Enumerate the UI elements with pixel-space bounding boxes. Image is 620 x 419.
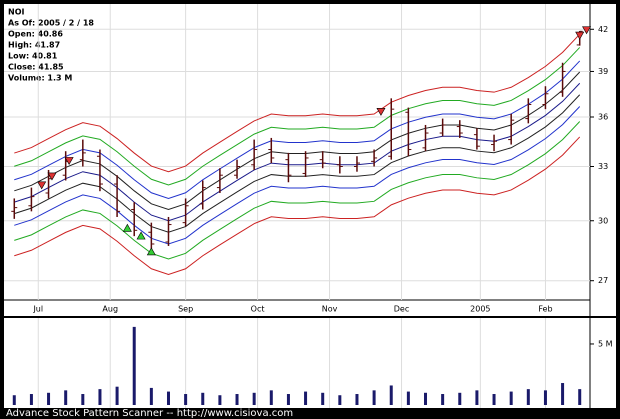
y-tick-label: 42 xyxy=(598,25,608,34)
volume-bar xyxy=(526,389,530,405)
volume-bar xyxy=(389,385,393,405)
volume-bar xyxy=(98,389,102,405)
volume-bar xyxy=(561,383,565,405)
x-tick-label: Jul xyxy=(32,305,43,314)
volume-bar xyxy=(184,394,188,405)
header: NOI As Of: 2005 / 2 / 18 xyxy=(8,8,94,28)
envelope-band xyxy=(14,71,581,211)
x-tick-label: Dec xyxy=(394,305,409,314)
x-tick-label: Sep xyxy=(178,305,193,314)
y-tick-label: 39 xyxy=(598,67,608,76)
y-tick-label: 30 xyxy=(598,216,608,225)
volume-bar xyxy=(458,392,462,405)
y-tick-label: 33 xyxy=(598,162,608,171)
volume-bar xyxy=(355,394,359,405)
volume-bar xyxy=(441,394,445,405)
signal-sell xyxy=(37,181,47,190)
volume-bar xyxy=(149,387,153,405)
signal-sell xyxy=(582,26,592,35)
volume-bar xyxy=(12,395,16,405)
volume-bar xyxy=(64,390,68,405)
info-line: Close: 41.85 xyxy=(8,63,64,72)
envelope-band xyxy=(14,60,581,199)
x-tick-label: Oct xyxy=(251,305,265,314)
volume-bar xyxy=(424,392,428,405)
ticker: NOI xyxy=(8,8,24,17)
signal-sell xyxy=(47,172,57,181)
x-tick-label: Nov xyxy=(322,305,338,314)
y-tick-label: 36 xyxy=(598,112,608,121)
envelope-band xyxy=(14,94,581,233)
y-tick-label: 27 xyxy=(598,276,608,285)
footer: Advance Stock Pattern Scanner -- http://… xyxy=(6,408,293,419)
envelope-band xyxy=(14,121,581,260)
volume-bar xyxy=(492,394,496,405)
volume-bar xyxy=(81,394,85,405)
signal-sell xyxy=(376,107,386,116)
x-tick-label: Aug xyxy=(102,305,118,314)
signal-sell xyxy=(64,157,74,165)
signal-buy xyxy=(146,247,156,256)
price-panel xyxy=(4,4,616,316)
volume-panel xyxy=(4,318,616,408)
volume-bar xyxy=(578,389,582,405)
signal-buy xyxy=(136,231,146,240)
signal-buy xyxy=(122,223,132,232)
envelope-band xyxy=(14,82,581,222)
volume-bar xyxy=(286,394,290,405)
volume-bar xyxy=(115,386,119,405)
volume-bar xyxy=(304,391,308,405)
volume-bar xyxy=(338,395,342,405)
volume-bar xyxy=(269,390,273,405)
volume-tick-label: 5 M xyxy=(598,339,613,348)
volume-bar xyxy=(47,392,51,405)
volume-bar xyxy=(218,395,222,405)
volume-bar xyxy=(406,391,410,405)
envelope-band xyxy=(14,136,581,275)
volume-bar xyxy=(372,390,376,405)
volume-bar xyxy=(475,390,479,405)
volume-bar xyxy=(132,326,136,405)
volume-bar xyxy=(201,392,205,405)
envelope-band xyxy=(14,47,581,186)
volume-bar xyxy=(543,390,547,405)
volume-bar xyxy=(166,391,170,405)
volume-bar xyxy=(29,394,33,405)
volume-bar xyxy=(252,392,256,405)
envelope-band xyxy=(14,33,581,173)
volume-bar xyxy=(509,391,513,405)
info-line: Low: 40.81 xyxy=(8,52,58,61)
info-line: High: 41.87 xyxy=(8,41,60,50)
as-of: As Of: 2005 / 2 / 18 xyxy=(8,19,94,28)
x-tick-label: Feb xyxy=(538,305,552,314)
signal-sell xyxy=(575,31,585,40)
volume-bar xyxy=(235,394,239,405)
info-line: Volume: 1.3 M xyxy=(8,74,72,83)
info-line: Open: 40.86 xyxy=(8,30,63,39)
x-tick-label: 2005 xyxy=(470,305,490,314)
envelope-band xyxy=(14,106,581,245)
volume-bar xyxy=(321,392,325,405)
